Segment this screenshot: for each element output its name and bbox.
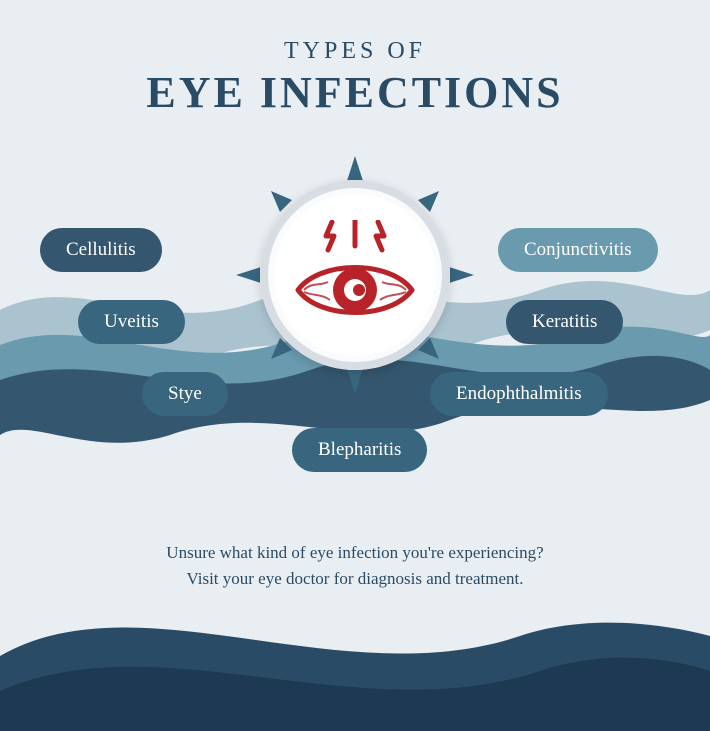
caption: Unsure what kind of eye infection you're… <box>0 540 710 591</box>
title-small: TYPES OF <box>0 38 710 65</box>
title-block: TYPES OF EYE INFECTIONS <box>0 0 710 118</box>
pill-conjunctivitis: Conjunctivitis <box>498 228 658 272</box>
pill-uveitis: Uveitis <box>78 300 185 344</box>
pill-blepharitis: Blepharitis <box>292 428 427 472</box>
pill-keratitis: Keratitis <box>506 300 623 344</box>
caption-line-2: Visit your eye doctor for diagnosis and … <box>0 566 710 592</box>
title-large: EYE INFECTIONS <box>0 67 710 118</box>
center-disc <box>260 180 450 370</box>
pill-cellulitis: Cellulitis <box>40 228 162 272</box>
footer-wave <box>0 601 710 731</box>
pill-stye: Stye <box>142 372 228 416</box>
irritated-eye-icon <box>290 220 420 330</box>
caption-line-1: Unsure what kind of eye infection you're… <box>0 540 710 566</box>
